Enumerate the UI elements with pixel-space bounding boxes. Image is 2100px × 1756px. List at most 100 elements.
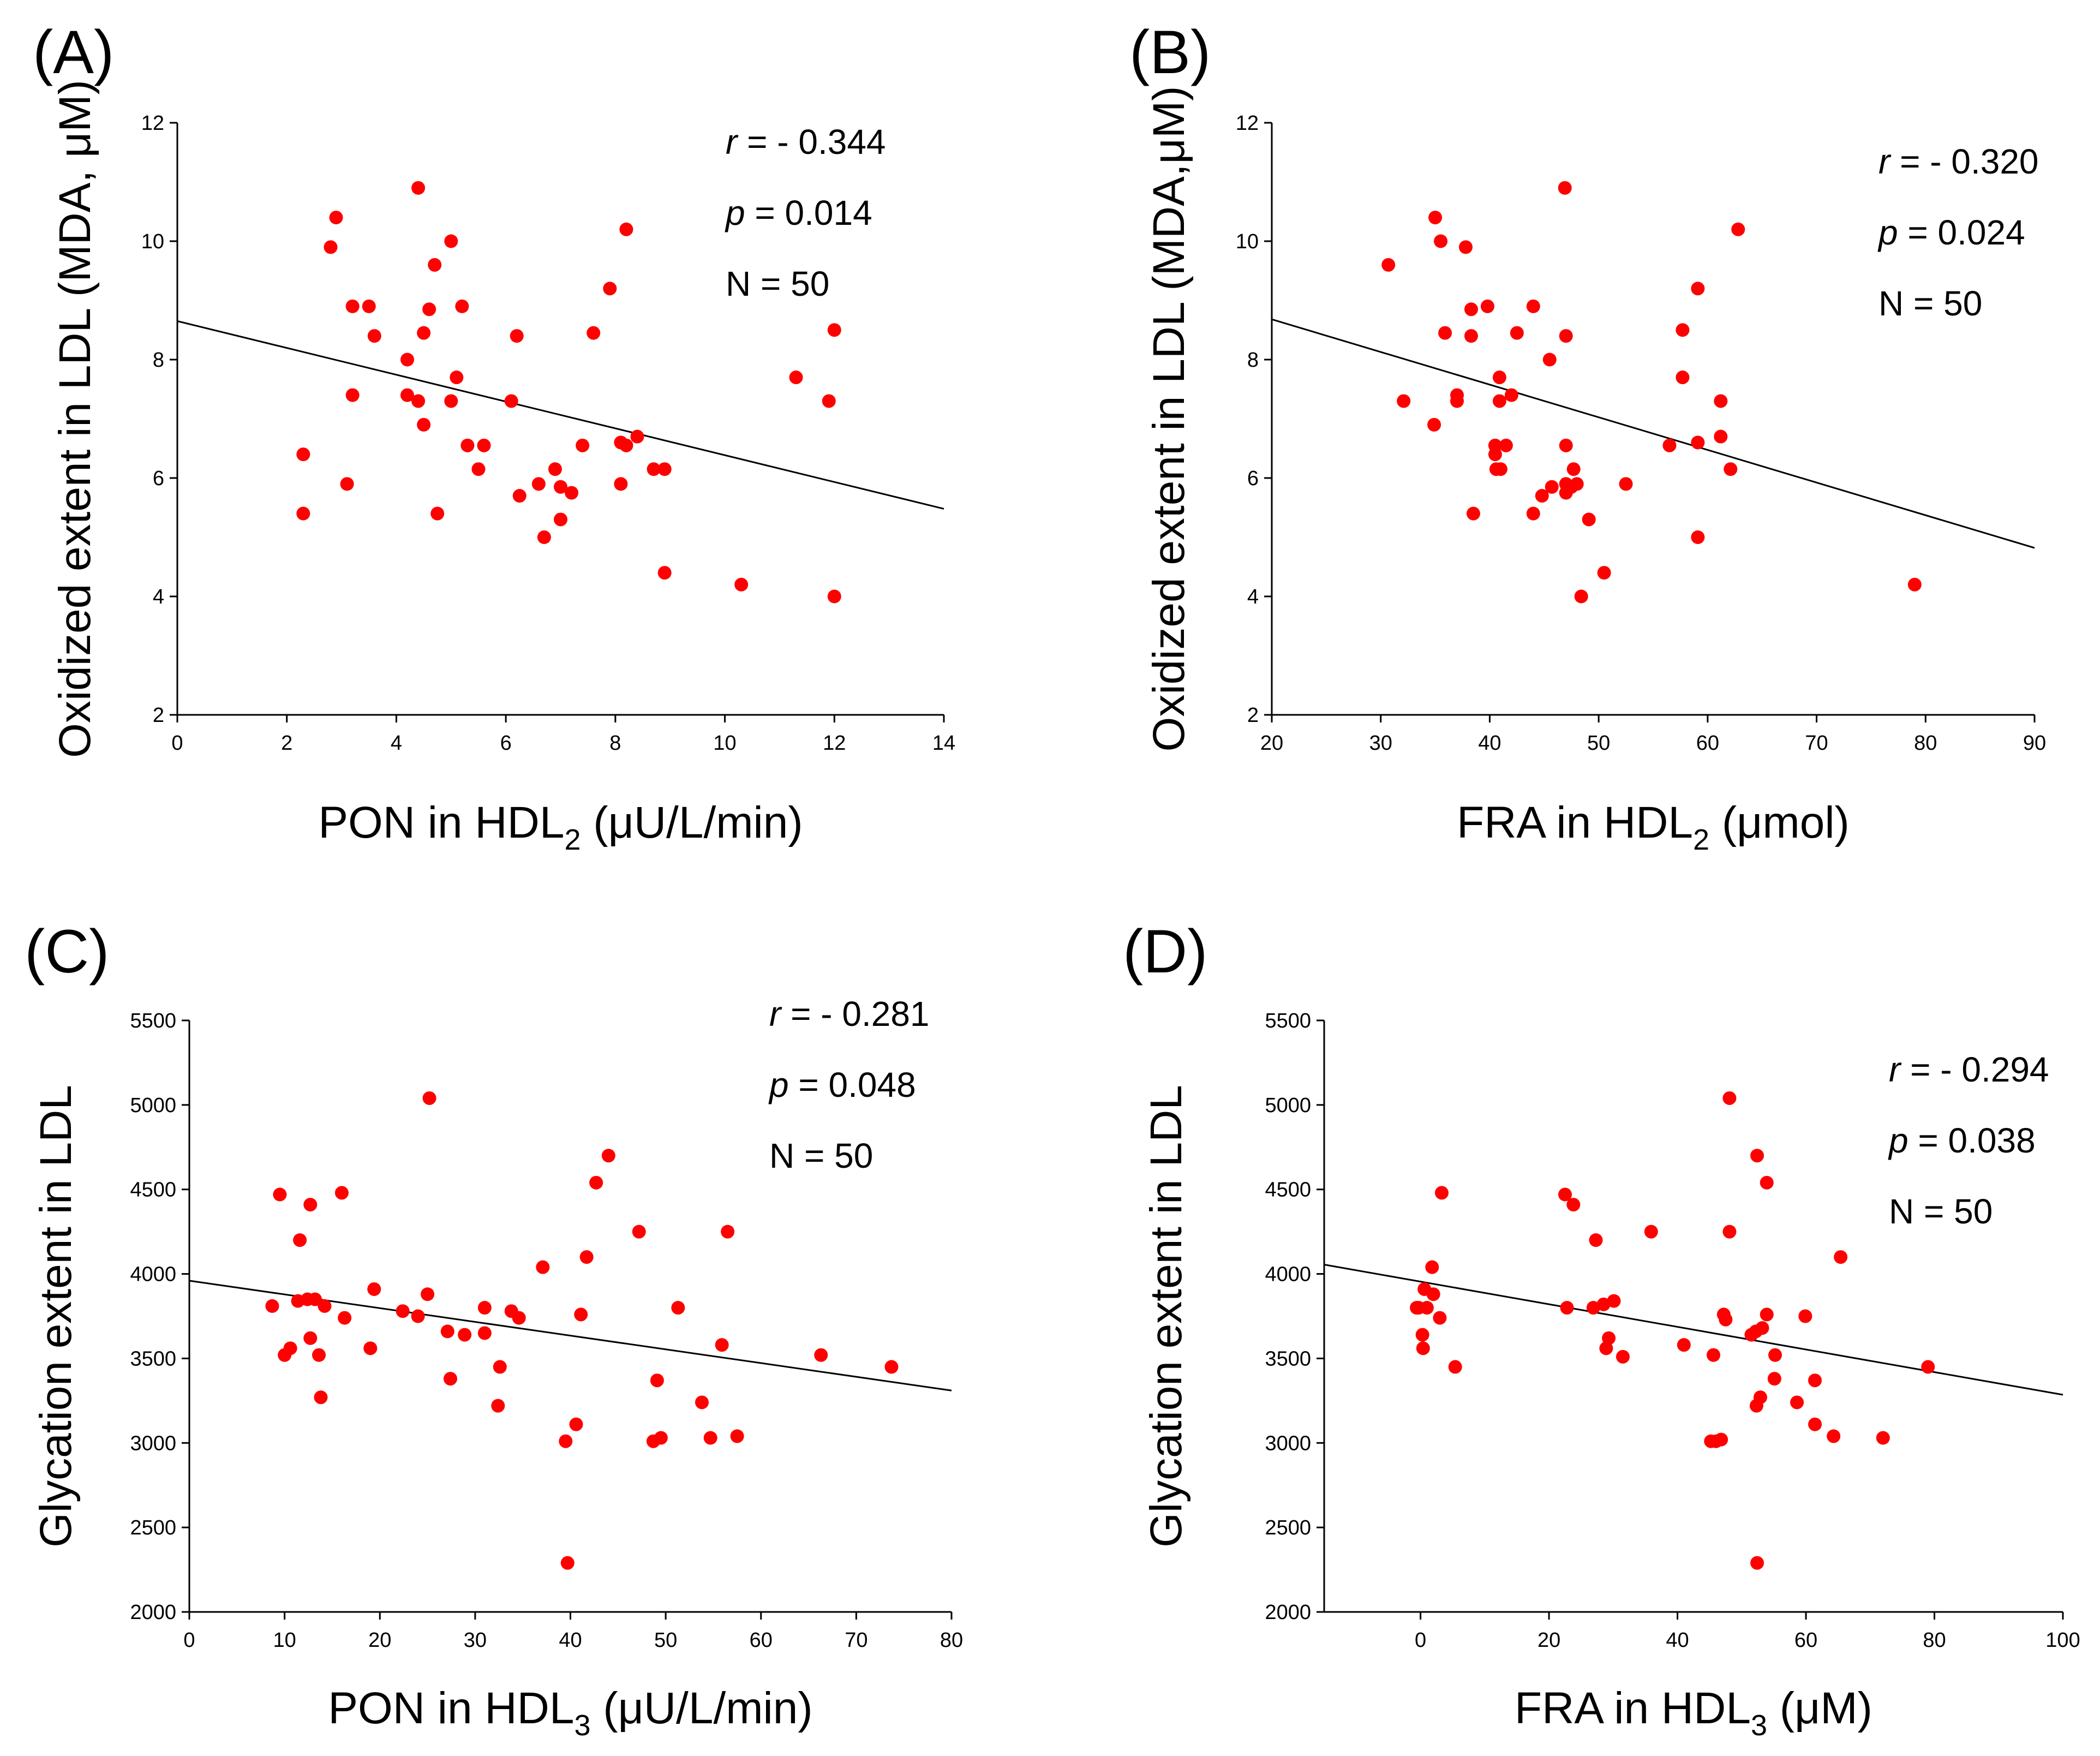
data-point (512, 489, 527, 503)
x-tick-label: 80 (1914, 732, 1937, 755)
data-point (1466, 506, 1480, 521)
data-point (512, 1311, 526, 1325)
panel-label: (A) (33, 18, 115, 86)
data-point (1560, 1301, 1574, 1315)
data-point (650, 1373, 664, 1388)
data-point (619, 222, 633, 236)
data-point (1464, 329, 1478, 343)
y-tick-label: 4 (153, 586, 164, 608)
x-tick-label: 40 (559, 1629, 582, 1652)
data-point (491, 1399, 505, 1413)
data-point (477, 1301, 492, 1315)
data-point (308, 1292, 322, 1306)
y-tick-label: 3000 (130, 1432, 176, 1455)
data-point (318, 1299, 332, 1313)
data-point (1676, 323, 1690, 337)
data-point (1607, 1294, 1621, 1308)
data-point (1644, 1225, 1658, 1239)
data-point (1808, 1417, 1822, 1431)
y-tick-label: 6 (153, 467, 164, 490)
data-point (1504, 388, 1518, 402)
data-point (1719, 1312, 1733, 1327)
data-point (421, 1287, 435, 1301)
data-point (619, 438, 633, 452)
data-point (411, 1309, 425, 1323)
stat-n: N = 50 (769, 1136, 873, 1175)
data-point (450, 371, 464, 385)
data-point (822, 394, 836, 408)
data-point (411, 181, 426, 195)
data-point (721, 1225, 735, 1239)
data-point (1526, 299, 1540, 313)
stat-r: r = - 0.281 (769, 994, 930, 1034)
x-tick-label: 4 (391, 732, 402, 755)
x-axis-title: FRA in HDL3 (μM) (1515, 1683, 1872, 1742)
data-point (1714, 429, 1728, 444)
x-tick-label: 40 (1478, 732, 1501, 755)
y-tick-label: 6 (1247, 467, 1259, 490)
x-tick-label: 0 (171, 732, 183, 755)
data-point (1691, 282, 1705, 296)
data-point (265, 1299, 279, 1313)
data-point (536, 1260, 550, 1274)
data-point (1566, 462, 1581, 476)
data-point (1381, 258, 1396, 272)
data-point (296, 447, 310, 462)
data-point (632, 1225, 646, 1239)
data-point (430, 506, 445, 521)
data-point (1582, 512, 1596, 527)
data-point (362, 299, 376, 313)
y-tick-label: 5000 (130, 1094, 176, 1117)
x-tick-label: 50 (1587, 732, 1610, 755)
data-point (1755, 1321, 1769, 1335)
data-point (324, 240, 338, 254)
data-point (1768, 1348, 1782, 1362)
data-point (1450, 394, 1464, 408)
data-point (614, 477, 628, 491)
data-point (1480, 299, 1494, 313)
data-point (1416, 1341, 1430, 1355)
y-tick-label: 4000 (1265, 1263, 1311, 1286)
data-point (1559, 329, 1573, 343)
data-point (1488, 447, 1502, 462)
data-point (345, 388, 360, 402)
data-point (1808, 1373, 1822, 1388)
data-point (396, 1304, 410, 1318)
x-tick-label: 20 (368, 1629, 391, 1652)
y-tick-label: 4500 (130, 1179, 176, 1202)
x-tick-label: 30 (464, 1629, 487, 1652)
data-point (296, 506, 310, 521)
data-point (579, 1250, 594, 1264)
data-point (444, 234, 458, 248)
data-point (1714, 394, 1728, 408)
data-point (504, 394, 518, 408)
data-point (657, 462, 672, 476)
stat-p: p = 0.014 (726, 193, 872, 232)
y-tick-label: 8 (1247, 349, 1259, 372)
data-point (1691, 530, 1705, 544)
x-tick-label: 2 (281, 732, 292, 755)
x-tick-label: 12 (823, 732, 846, 755)
data-point (417, 417, 431, 432)
data-point (1492, 394, 1506, 408)
data-point (363, 1341, 378, 1355)
data-point (695, 1395, 709, 1409)
data-point (303, 1331, 318, 1345)
y-tick-label: 2 (153, 704, 164, 727)
data-point (654, 1431, 668, 1445)
x-tick-label: 80 (940, 1629, 963, 1652)
y-tick-label: 3500 (130, 1347, 176, 1370)
stat-n: N = 50 (726, 264, 830, 303)
data-point (1526, 506, 1540, 521)
data-point (367, 329, 381, 343)
data-point (1397, 394, 1411, 408)
y-tick-label: 4 (1247, 586, 1259, 608)
data-point (1691, 435, 1705, 450)
y-tick-label: 3000 (1265, 1432, 1311, 1455)
data-point (630, 429, 644, 444)
y-tick-label: 12 (141, 112, 164, 135)
data-point (444, 394, 458, 408)
y-tick-label: 2000 (130, 1601, 176, 1624)
data-point (1545, 480, 1559, 494)
